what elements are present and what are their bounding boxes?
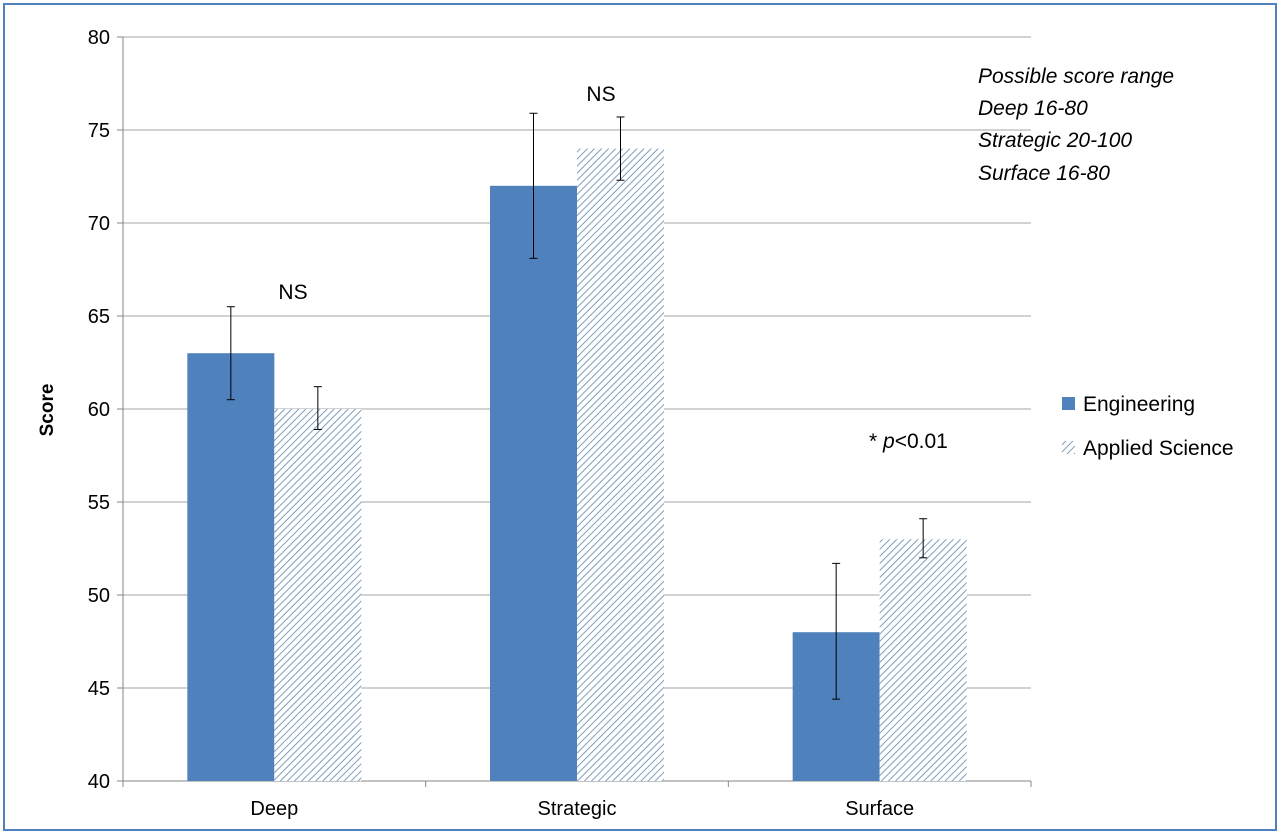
y-tick-label: 55 — [88, 492, 110, 514]
y-tick-label: 80 — [88, 27, 110, 49]
legend-swatch-applied-science — [1062, 441, 1075, 454]
bar-engineering — [490, 185, 577, 782]
y-tick-label: 50 — [88, 585, 110, 607]
y-tick-label: 70 — [88, 213, 110, 235]
annotation-deep: NS — [278, 281, 307, 304]
bar-applied-science — [879, 539, 967, 781]
score-range-note: Possible score range Deep 16-80 Strategi… — [978, 65, 1174, 185]
y-axis-title: Score — [37, 384, 58, 437]
legend-label-applied-science: Applied Science — [1083, 437, 1234, 460]
annotation-surface-threshold: <0.01 — [895, 430, 948, 453]
annotation-strategic: NS — [586, 83, 615, 106]
x-axis: Deep Strategic Surface — [122, 780, 1032, 820]
note-line: Strategic 20-100 — [978, 129, 1132, 152]
legend: Engineering Applied Science — [1062, 393, 1234, 460]
y-tick-label: 75 — [88, 120, 110, 142]
annotation-surface-star: * — [869, 430, 883, 453]
y-axis: 40 45 50 55 60 65 70 75 80 — [88, 27, 124, 793]
legend-label-engineering: Engineering — [1083, 393, 1195, 416]
note-line: Surface 16-80 — [978, 162, 1110, 185]
note-line: Possible score range — [978, 65, 1174, 88]
y-tick-label: 45 — [88, 678, 110, 700]
y-tick-label: 60 — [88, 399, 110, 421]
bar-applied-science — [577, 148, 664, 782]
x-tick-label: Strategic — [538, 798, 617, 820]
x-tick-label: Deep — [250, 798, 298, 820]
bar-applied-science — [274, 409, 362, 781]
note-line: Deep 16-80 — [978, 97, 1088, 120]
annotation-surface: * p<0.01 — [869, 430, 948, 453]
y-tick-label: 40 — [88, 771, 110, 793]
annotation-surface-p: p — [882, 430, 895, 453]
bars — [187, 148, 967, 782]
error-bars — [226, 112, 928, 700]
bar-engineering — [187, 353, 275, 781]
legend-swatch-engineering — [1062, 397, 1075, 410]
x-tick-label: Surface — [845, 798, 914, 820]
y-tick-label: 65 — [88, 306, 110, 328]
